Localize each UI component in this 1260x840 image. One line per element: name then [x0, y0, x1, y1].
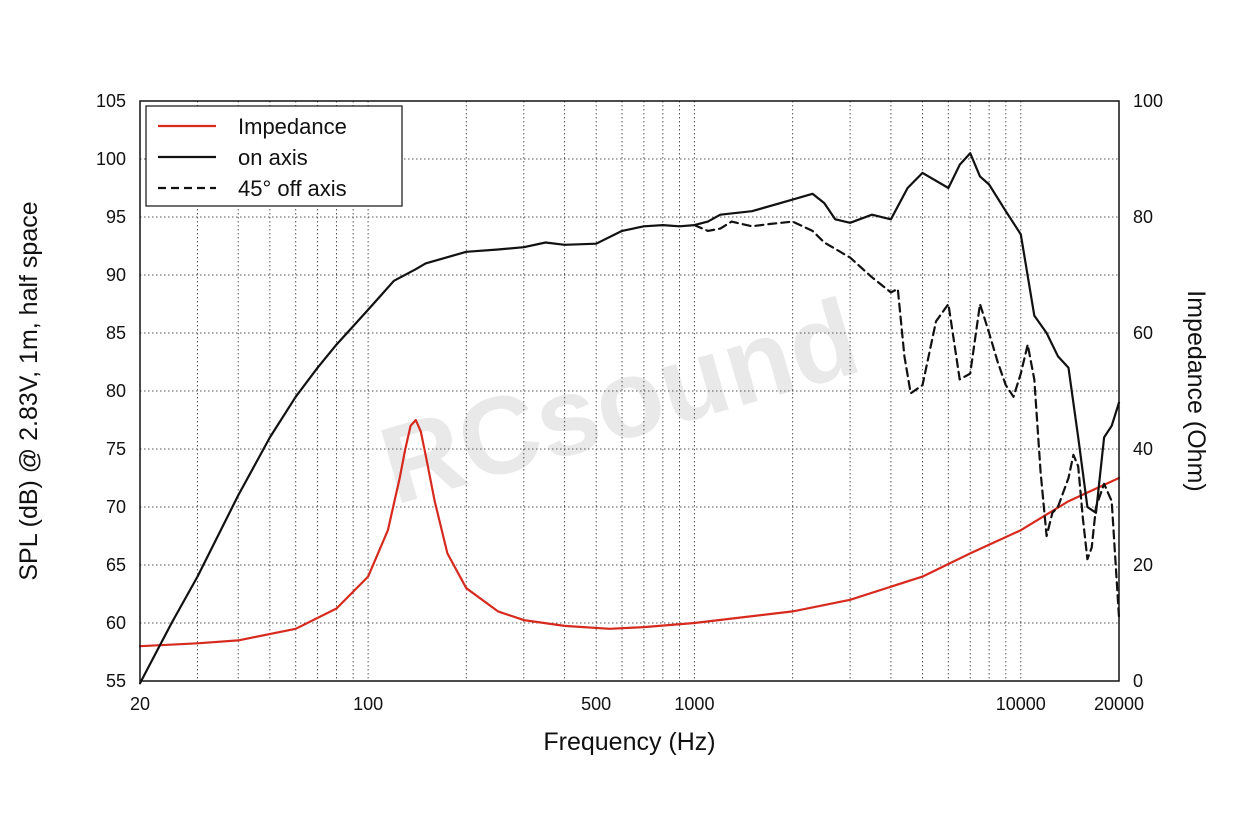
- y-right-tick-label: 40: [1133, 439, 1153, 459]
- series-lines: [138, 152, 1121, 685]
- y-right-axis-title: Impedance (Ohm): [1182, 290, 1210, 491]
- watermark-logo: RCsound: [368, 275, 872, 528]
- plot-frame: [139, 100, 1120, 682]
- x-tick-label: 1000: [674, 694, 714, 714]
- y-tick-label: 85: [106, 323, 126, 343]
- y-tick-label: 55: [106, 671, 126, 691]
- legend-label: Impedance: [238, 114, 347, 139]
- tick-labels: 20 100 500 1000 10000 20000556065707580859095…: [96, 91, 1163, 714]
- legend-label: on axis: [238, 145, 308, 170]
- y-tick-label: 65: [106, 555, 126, 575]
- x-tick-label: 10000: [996, 694, 1046, 714]
- y-tick-label: 90: [106, 265, 126, 285]
- y-tick-label: 95: [106, 207, 126, 227]
- y-tick-label: 80: [106, 381, 126, 401]
- y-right-tick-label: 20: [1133, 555, 1153, 575]
- y-tick-label: 75: [106, 439, 126, 459]
- legend-label: 45° off axis: [238, 176, 347, 201]
- y-right-tick-label: 100: [1133, 91, 1163, 111]
- y-tick-label: 60: [106, 613, 126, 633]
- y-right-tick-label: 0: [1133, 671, 1143, 691]
- y-tick-label: 100: [96, 149, 126, 169]
- legend: Impedance on axis 45° off axis: [145, 105, 403, 207]
- series-line-on-axis: [138, 152, 1121, 685]
- series-line-impedance: [138, 418, 1121, 648]
- y-right-tick-label: 80: [1133, 207, 1153, 227]
- y-right-tick-label: 60: [1133, 323, 1153, 343]
- series-line-45-off-axis: [693, 220, 1121, 619]
- y-axis-title: SPL (dB) @ 2.83V, 1m, half space: [15, 201, 43, 580]
- x-axis-title: Frequency (Hz): [543, 728, 715, 756]
- x-tick-label: 100: [353, 694, 383, 714]
- x-tick-label: 20: [130, 694, 150, 714]
- y-tick-label: 105: [96, 91, 126, 111]
- x-tick-label: 20000: [1094, 694, 1144, 714]
- x-tick-label: 500: [581, 694, 611, 714]
- y-tick-label: 70: [106, 497, 126, 517]
